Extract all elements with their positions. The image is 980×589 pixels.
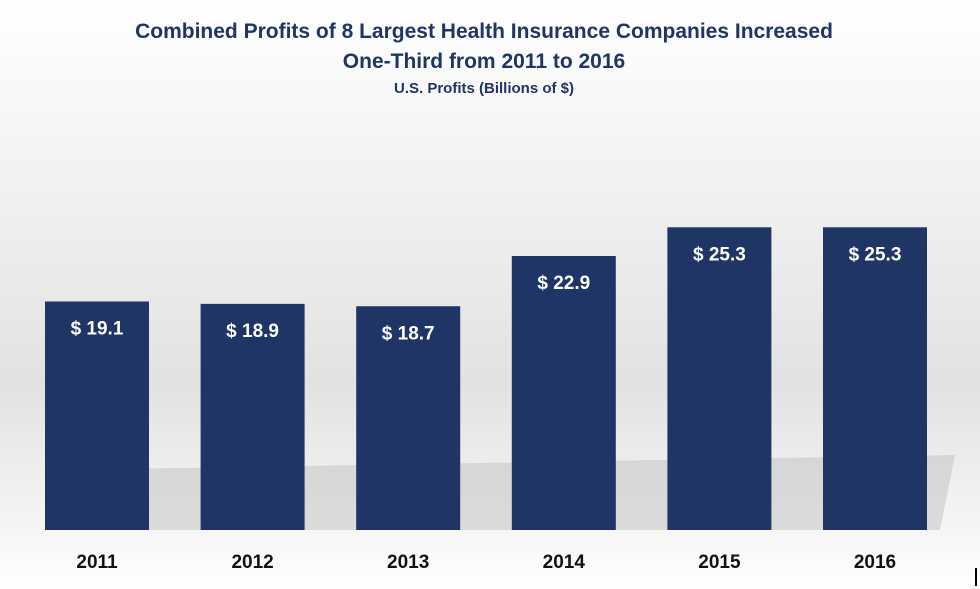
- data-label-2015: $ 25.3: [693, 244, 746, 265]
- bar-2016: [823, 227, 927, 530]
- x-tick-label-2014: 2014: [543, 552, 586, 573]
- x-tick-label-2012: 2012: [231, 552, 273, 573]
- data-label-2014: $ 22.9: [537, 273, 590, 294]
- bar-2013: [356, 306, 461, 530]
- chart-title: Combined Profits of 8 Largest Health Ins…: [135, 20, 833, 43]
- bar-2015: [667, 227, 772, 530]
- data-label-2012: $ 18.9: [226, 321, 279, 342]
- chart-subtitle: U.S. Profits (Billions of $): [393, 80, 574, 97]
- bar-2011: [45, 301, 149, 530]
- data-label-2016: $ 25.3: [849, 244, 902, 265]
- x-tick-label-2016: 2016: [854, 552, 896, 573]
- bar-2012: [200, 303, 305, 530]
- data-label-2013: $ 18.7: [382, 323, 435, 344]
- frame-edge-mark: [975, 568, 977, 586]
- x-tick-label-2011: 2011: [76, 552, 118, 573]
- data-label-2011: $ 19.1: [71, 318, 124, 339]
- x-tick-label-2015: 2015: [698, 552, 741, 573]
- bar-2014: [511, 256, 616, 530]
- chart-title-line2: One-Third from 2011 to 2016: [342, 50, 626, 73]
- x-tick-label-2013: 2013: [387, 552, 429, 573]
- floor-shadow: [45, 455, 955, 530]
